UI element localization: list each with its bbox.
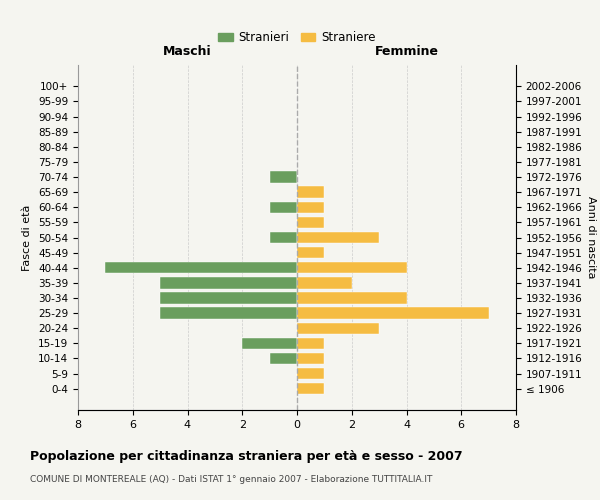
Bar <box>297 322 379 334</box>
Bar <box>297 353 325 364</box>
Bar <box>297 308 488 318</box>
Bar <box>297 292 407 304</box>
Bar <box>160 292 297 304</box>
Bar <box>269 232 297 243</box>
Text: Femmine: Femmine <box>374 45 439 58</box>
Bar <box>297 383 325 394</box>
Bar <box>297 277 352 288</box>
Bar <box>297 186 325 198</box>
Bar <box>106 262 297 274</box>
Bar <box>269 202 297 213</box>
Bar <box>160 277 297 288</box>
Bar <box>297 262 407 274</box>
Text: COMUNE DI MONTEREALE (AQ) - Dati ISTAT 1° gennaio 2007 - Elaborazione TUTTITALIA: COMUNE DI MONTEREALE (AQ) - Dati ISTAT 1… <box>30 475 433 484</box>
Bar <box>297 247 325 258</box>
Bar <box>269 353 297 364</box>
Legend: Stranieri, Straniere: Stranieri, Straniere <box>214 26 380 48</box>
Y-axis label: Fasce di età: Fasce di età <box>22 204 32 270</box>
Text: Maschi: Maschi <box>163 45 212 58</box>
Bar <box>242 338 297 349</box>
Bar <box>297 216 325 228</box>
Bar <box>160 308 297 318</box>
Bar <box>297 232 379 243</box>
Text: Popolazione per cittadinanza straniera per età e sesso - 2007: Popolazione per cittadinanza straniera p… <box>30 450 463 463</box>
Bar <box>297 338 325 349</box>
Bar <box>297 202 325 213</box>
Bar <box>297 368 325 379</box>
Bar <box>269 172 297 182</box>
Y-axis label: Anni di nascita: Anni di nascita <box>586 196 596 279</box>
